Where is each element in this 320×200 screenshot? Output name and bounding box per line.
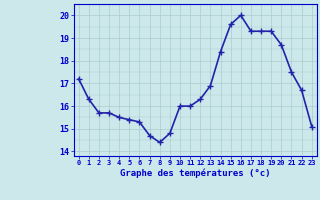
X-axis label: Graphe des températures (°c): Graphe des températures (°c) <box>120 169 270 178</box>
